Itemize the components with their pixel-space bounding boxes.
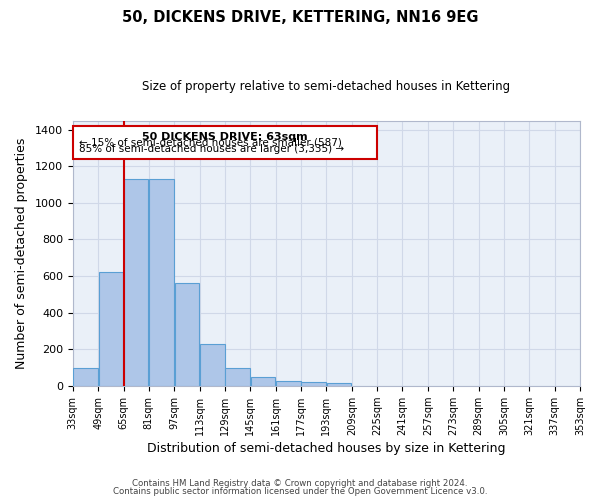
Bar bbox=[301, 382, 326, 386]
Text: Contains HM Land Registry data © Crown copyright and database right 2024.: Contains HM Land Registry data © Crown c… bbox=[132, 478, 468, 488]
Bar bbox=[327, 383, 352, 386]
Text: Contains public sector information licensed under the Open Government Licence v3: Contains public sector information licen… bbox=[113, 487, 487, 496]
Bar bbox=[98, 272, 123, 386]
Bar bbox=[276, 382, 301, 386]
Bar bbox=[226, 368, 250, 386]
Bar bbox=[73, 368, 98, 386]
Text: 50, DICKENS DRIVE, KETTERING, NN16 9EG: 50, DICKENS DRIVE, KETTERING, NN16 9EG bbox=[122, 10, 478, 25]
Bar bbox=[175, 284, 199, 386]
Text: 50 DICKENS DRIVE: 63sqm: 50 DICKENS DRIVE: 63sqm bbox=[142, 132, 308, 141]
X-axis label: Distribution of semi-detached houses by size in Kettering: Distribution of semi-detached houses by … bbox=[147, 442, 506, 455]
Bar bbox=[200, 344, 224, 386]
FancyBboxPatch shape bbox=[73, 126, 377, 159]
Bar bbox=[149, 179, 174, 386]
Bar bbox=[251, 376, 275, 386]
Text: ← 15% of semi-detached houses are smaller (587): ← 15% of semi-detached houses are smalle… bbox=[79, 138, 342, 148]
Bar bbox=[124, 179, 148, 386]
Title: Size of property relative to semi-detached houses in Kettering: Size of property relative to semi-detach… bbox=[142, 80, 511, 93]
Y-axis label: Number of semi-detached properties: Number of semi-detached properties bbox=[15, 138, 28, 369]
Text: 85% of semi-detached houses are larger (3,335) →: 85% of semi-detached houses are larger (… bbox=[79, 144, 344, 154]
